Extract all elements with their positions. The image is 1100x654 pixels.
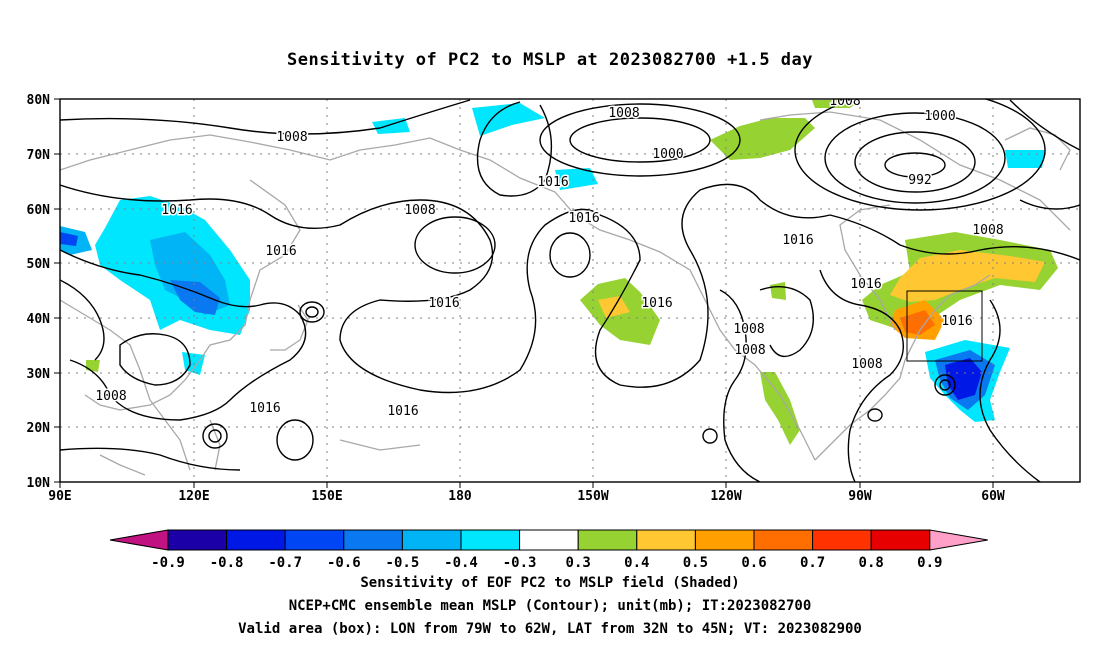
colorbar-swatch <box>636 529 696 551</box>
contour-value-label: 1016 <box>537 175 568 190</box>
colorbar-swatch <box>460 529 521 551</box>
colorbar-right-tip <box>929 529 988 551</box>
contour-value-label: 1000 <box>652 147 683 162</box>
coastlines <box>60 111 1071 476</box>
axis-ticks <box>54 98 994 488</box>
colorbar-tick-label: -0.3 <box>503 555 537 571</box>
contour-value-label: 1016 <box>782 233 813 248</box>
colorbar-tick-label: 0.6 <box>741 555 766 571</box>
colorbar-tick-label: 0.7 <box>800 555 825 571</box>
colorbar-swatch <box>401 529 462 551</box>
colorbar-tick-label: 0.9 <box>917 555 942 571</box>
lon-tick-label: 180 <box>448 489 472 504</box>
colorbar-tick-label: -0.8 <box>210 555 244 571</box>
colorbar-tick-label: 0.4 <box>624 555 649 571</box>
contour-value-label: 1008 <box>829 94 860 109</box>
lat-tick-label: 70N <box>27 148 51 163</box>
lon-tick-label: 60W <box>981 489 1005 504</box>
contour-value-label: 1008 <box>733 322 764 337</box>
lat-tick-label: 80N <box>27 93 51 108</box>
contour-value-label: 1008 <box>972 223 1003 238</box>
caption-valid-area: Valid area (box): LON from 79W to 62W, L… <box>238 621 862 637</box>
colorbar-swatch <box>226 529 286 551</box>
colorbar-labels: -0.9 -0.8 -0.7 -0.6 -0.5 -0.4 -0.3 0.3 0.4 0.5 0.6… <box>151 555 942 571</box>
colorbar-swatch <box>812 529 872 551</box>
mslp-contours <box>60 99 1080 482</box>
colorbar-swatch <box>167 529 228 551</box>
colorbar-swatch <box>753 529 814 551</box>
valid-area-box <box>906 290 983 362</box>
colorbar-tick-label: 0.5 <box>683 555 708 571</box>
chart-title: Sensitivity of PC2 to MSLP at 2023082700… <box>286 50 813 70</box>
contour-value-label: 1000 <box>924 109 955 124</box>
colorbar-tick-label: 0.3 <box>566 555 591 571</box>
longitude-labels: 90E 120E 150E 180 150W 120W 90W 60W <box>48 489 1005 504</box>
contour-value-label: 1008 <box>95 389 126 404</box>
contour-value-label: 1008 <box>404 203 435 218</box>
colorbar-swatch <box>284 529 345 551</box>
contour-value-label: 1008 <box>608 106 639 121</box>
colorbar-tick-label: -0.5 <box>386 555 420 571</box>
lat-tick-label: 60N <box>27 203 51 218</box>
lon-tick-label: 150W <box>577 489 608 504</box>
lat-tick-label: 30N <box>27 367 51 382</box>
caption-shaded: Sensitivity of EOF PC2 to MSLP field (Sh… <box>360 575 740 591</box>
contour-value-label: 1016 <box>249 401 280 416</box>
colorbar-swatch <box>343 529 403 551</box>
colorbar-swatch <box>519 529 579 551</box>
contour-value-label: 1016 <box>428 296 459 311</box>
contour-value-label: 1016 <box>265 244 296 259</box>
contour-value-label: 992 <box>908 173 931 188</box>
colorbar-swatch <box>577 529 638 551</box>
lon-tick-label: 150E <box>311 489 342 504</box>
colorbar-swatch <box>870 529 931 551</box>
colorbar-swatch <box>694 529 755 551</box>
contour-value-label: 1008 <box>734 343 765 358</box>
contour-value-label: 1016 <box>568 211 599 226</box>
contour-value-label: 1016 <box>161 203 192 218</box>
colorbar-tick-label: -0.4 <box>444 555 478 571</box>
contour-value-label: 1008 <box>851 357 882 372</box>
lat-tick-label: 20N <box>27 421 51 436</box>
latitude-labels: 80N 70N 60N 50N 40N 30N 20N 10N <box>27 93 51 491</box>
contour-value-label: 1016 <box>850 277 881 292</box>
lat-tick-label: 10N <box>27 476 51 491</box>
contour-labels: 1008 1008 1000 1008 1000 992 1016 1008 1016 1016 1… <box>94 94 1005 421</box>
map-panel: 1008 1008 1000 1008 1000 992 1016 1008 1016 1016 1… <box>60 94 1080 482</box>
lat-tick-label: 40N <box>27 312 51 327</box>
colorbar-tick-label: -0.7 <box>268 555 302 571</box>
colorbar <box>109 529 988 551</box>
colorbar-left-tip <box>109 529 169 551</box>
map-frame <box>59 98 1081 483</box>
contour-value-label: 1016 <box>941 314 972 329</box>
contour-value-label: 1016 <box>641 296 672 311</box>
gridlines <box>60 99 1080 482</box>
lon-tick-label: 120E <box>178 489 209 504</box>
colorbar-tick-label: -0.6 <box>327 555 361 571</box>
lon-tick-label: 90W <box>848 489 872 504</box>
caption-contour: NCEP+CMC ensemble mean MSLP (Contour); u… <box>288 598 812 614</box>
lon-tick-label: 90E <box>48 489 71 504</box>
colorbar-tick-label: 0.8 <box>859 555 884 571</box>
lon-tick-label: 120W <box>710 489 741 504</box>
colorbar-tick-label: -0.9 <box>151 555 185 571</box>
lat-tick-label: 50N <box>27 257 51 272</box>
contour-value-label: 1008 <box>276 130 307 145</box>
contour-value-label: 1016 <box>387 404 418 419</box>
